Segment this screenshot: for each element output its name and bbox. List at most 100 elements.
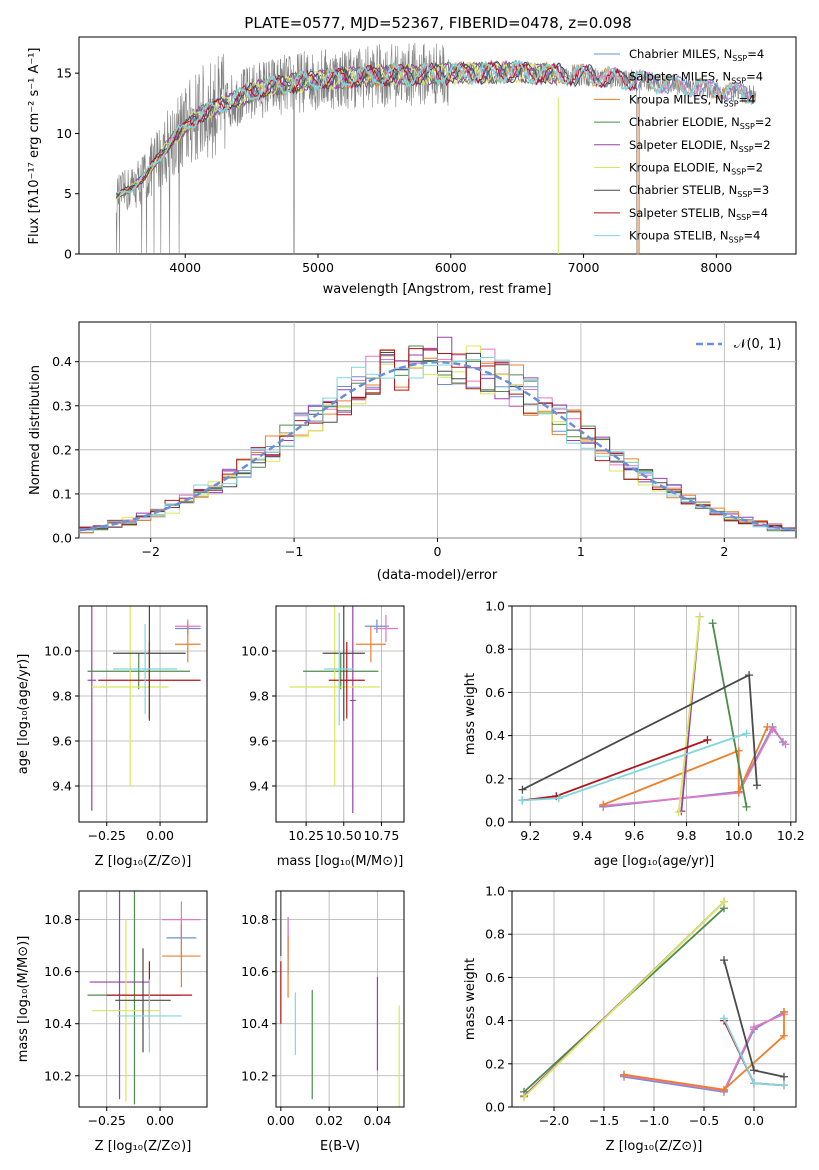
mass-vs-EBV-xlabel: E(B-V) [320,1139,360,1154]
panel-frame [78,890,208,1108]
mass-vs-Z-panel: −0.25 0.00 10.2 10.4 10.6 10.8 Z [log₁₀(Z/Z⊙)]… [16,890,208,1154]
histogram-xtick-label: 0 [434,544,442,559]
weight-series-marker [780,1007,788,1016]
histogram-xlabel: (data-model)/error [377,568,498,583]
spectrum-panel: 4000 5000 6000 7000 8000 0 5 10 15 Chabrier MILE… [27,36,797,297]
weight-series-line [623,1012,785,1091]
age-vs-Z-ytick-label: 10.0 [44,644,72,659]
parameter-panels: −0.25 0.00 9.4 9.6 9.8 10.0 Z [log₁₀(Z/Z⊙)] age… [16,599,805,1155]
histogram-step-line [79,352,796,532]
weight-series-marker [745,671,754,680]
weight-series-marker [768,725,777,734]
weight-series-marker [720,897,728,906]
mass-vs-Z-ytick-label: 10.8 [44,912,72,927]
histogram-step-line [79,345,796,531]
spectrum-xtick-label: 8000 [700,260,732,275]
mass-vs-Z-xtick-label: 0.00 [146,1113,174,1128]
histogram-xtick-label: 2 [720,544,728,559]
panel-frame [511,605,797,823]
age-vs-mass-ytick-label: 10.0 [241,644,269,659]
spectrum-legend-label: Kroupa STELIB, NSSP=4 [629,229,760,245]
weight-series-line [711,623,748,808]
weight-series-marker [720,956,728,965]
spectrum-ytick-label: 15 [56,66,72,81]
histogram-xtick-label: 1 [577,544,585,559]
weight-series-marker [554,794,563,803]
weight-series-marker [695,612,704,621]
spectrum-xtick-label: 5000 [302,260,334,275]
spectrum-ylabel: Flux [fλ10⁻¹⁷ erg cm⁻² s⁻¹ A⁻¹] [27,48,42,245]
weight-series-marker [781,740,790,749]
spectrum-legend: Chabrier MILES, NSSP=4 Salpeter MILES, NS… [594,47,772,245]
weight-series-marker [750,1079,758,1088]
weight-vs-Z-panel: −2.0 −1.5 −1.0 −0.5 0.0 0.0 0.2 0.4 0.6 0.8 1.0 Z [… [463,884,797,1154]
weight-series-marker [734,787,743,796]
weight-series-line [523,901,725,1098]
weight-vs-Z-ytick-label: 0.4 [485,1013,505,1028]
weight-vs-age-ytick-label: 0.0 [485,815,505,830]
mass-vs-Z-ytick-label: 10.4 [44,1016,72,1031]
weight-vs-age-xtick-label: 9.2 [520,828,540,843]
weight-vs-Z-ytick-label: 1.0 [485,884,505,899]
histogram-ticks: −2 −1 0 1 2 0.0 0.1 0.2 0.3 0.4 [52,354,728,559]
age-vs-mass-ytick-label: 9.6 [249,734,269,749]
weight-vs-Z-xtick-label: −2.0 [539,1113,569,1128]
weight-vs-Z-xlabel: Z [log₁₀(Z/Z⊙)] [606,1139,703,1154]
weight-series-marker [518,785,527,794]
weight-series-line [602,726,769,806]
weight-series-marker [708,619,717,628]
mass-vs-Z-ylabel: mass [log₁₀(M/M⊙)] [16,936,31,1063]
spectrum-legend-label: Salpeter MILES, NSSP=4 [629,70,763,86]
weight-vs-age-ytick-label: 0.8 [485,642,505,657]
spectrum-ticks: 4000 5000 6000 7000 8000 0 5 10 15 [56,66,732,275]
model-spectrum-line [115,60,756,198]
weight-vs-Z-ylabel: mass weight [463,958,478,1040]
weight-vs-Z-xtick-label: 0.0 [744,1113,764,1128]
age-vs-Z-ylabel: age [log₁₀(age/yr)] [16,654,31,775]
spectrum-xtick-label: 6000 [435,260,467,275]
panel-frame [275,605,405,823]
mass-vs-EBV-xtick-label: 0.02 [315,1113,343,1128]
age-vs-mass-ytick-label: 9.8 [249,689,269,704]
weight-vs-age-ytick-label: 0.6 [485,685,505,700]
mass-vs-EBV-ytick-label: 10.4 [241,1016,269,1031]
spectrum-xtick-label: 7000 [568,260,600,275]
weight-vs-age-xtick-label: 9.6 [625,828,645,843]
weight-series-line [677,616,701,813]
mass-vs-EBV-ytick-label: 10.2 [241,1068,269,1083]
histogram-ytick-label: 0.1 [52,486,72,501]
histogram-legend-label: 𝒩(0, 1) [734,337,781,352]
model-spectrum-line [116,60,757,194]
histogram-step-line [79,348,796,530]
age-vs-Z-xtick-label: 0.00 [146,828,174,843]
histogram-ytick-label: 0.0 [52,531,72,546]
mass-vs-EBV-panel: 0.00 0.02 0.04 10.2 10.4 10.6 10.8 E(B-V) [241,890,405,1154]
spectrum-ytick-label: 5 [64,186,72,201]
histogram-xtick-label: −2 [141,544,159,559]
weight-vs-age-xtick-label: 9.8 [677,828,697,843]
weight-series-line [522,739,708,802]
weight-vs-age-xtick-label: 10.2 [777,828,805,843]
histogram-ytick-label: 0.2 [52,442,72,457]
mass-vs-EBV-ytick-label: 10.8 [241,912,269,927]
spectrum-legend-label: Chabrier ELODIE, NSSP=2 [629,115,772,131]
weight-series-marker [780,1031,788,1040]
weight-series-marker [674,808,683,817]
age-vs-mass-xtick-label: 10.25 [288,828,324,843]
weight-vs-age-panel: 9.2 9.4 9.6 9.8 10.0 10.2 0.0 0.2 0.4 0.6 0.8 1.0 ag… [463,599,805,870]
normal-curve-line [78,360,797,532]
age-vs-mass-panel: 10.25 10.50 10.75 9.4 9.6 9.8 10.0 mass [log₁₀(… [241,605,405,869]
histogram-ytick-label: 0.4 [52,354,72,369]
histogram-ylabel: Normed distribution [28,365,43,495]
weight-series-marker [520,1093,528,1102]
figure-title: PLATE=0577, MJD=52367, FIBERID=0478, z=0… [244,14,631,32]
weight-vs-Z-xtick-label: −1.0 [639,1113,669,1128]
spectrum-xlabel: wavelength [Angstrom, rest frame] [323,282,552,297]
weight-vs-age-ylabel: mass weight [463,673,478,755]
spectrum-xtick-label: 4000 [169,260,201,275]
mass-vs-EBV-xtick-label: 0.04 [364,1113,392,1128]
weight-vs-age-ytick-label: 0.2 [485,771,505,786]
weight-vs-Z-ytick-label: 0.6 [485,970,505,985]
mass-vs-Z-ytick-label: 10.2 [44,1068,72,1083]
